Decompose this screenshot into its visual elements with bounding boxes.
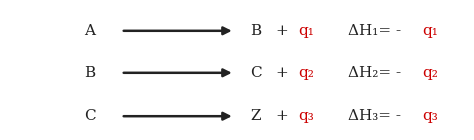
Text: A: A: [84, 24, 96, 38]
Text: +: +: [276, 24, 288, 38]
Text: ΔH₂= -: ΔH₂= -: [348, 66, 406, 80]
Text: ΔH₃= -: ΔH₃= -: [348, 109, 406, 123]
Text: +: +: [276, 66, 288, 80]
Text: +: +: [276, 109, 288, 123]
Text: q₃: q₃: [422, 109, 438, 123]
Text: C: C: [250, 66, 262, 80]
Text: B: B: [250, 24, 262, 38]
Text: q₂: q₂: [298, 66, 314, 80]
Text: q₁: q₁: [422, 24, 438, 38]
Text: B: B: [84, 66, 96, 80]
Text: q₁: q₁: [298, 24, 314, 38]
Text: q₂: q₂: [422, 66, 438, 80]
Text: C: C: [84, 109, 96, 123]
Text: q₃: q₃: [298, 109, 314, 123]
Text: ΔH₁= -: ΔH₁= -: [348, 24, 406, 38]
Text: Z: Z: [251, 109, 261, 123]
